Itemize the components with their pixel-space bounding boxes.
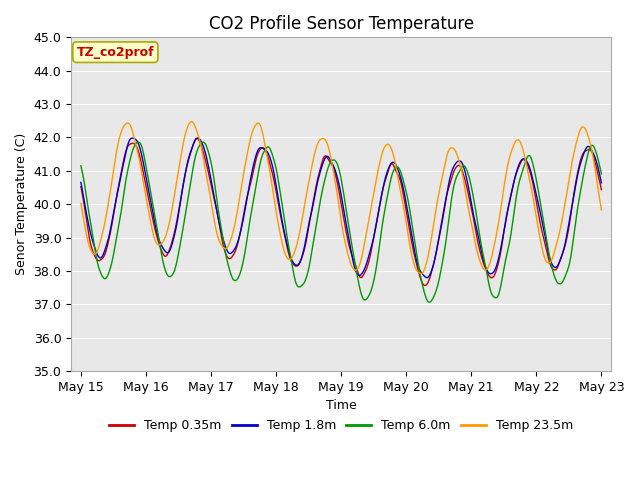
Temp 23.5m xyxy=(77,201,84,206)
Text: TZ_co2prof: TZ_co2prof xyxy=(77,46,154,59)
Line: Temp 6.0m: Temp 6.0m xyxy=(81,142,602,302)
Temp 23.5m xyxy=(410,258,417,264)
Line: Temp 23.5m: Temp 23.5m xyxy=(81,121,602,274)
Temp 0.35m xyxy=(380,182,388,188)
Temp 6.0m xyxy=(77,163,84,169)
Temp 1.8m xyxy=(194,135,202,141)
Y-axis label: Senor Temperature (C): Senor Temperature (C) xyxy=(15,133,28,276)
Temp 6.0m xyxy=(394,164,401,170)
Temp 1.8m xyxy=(394,166,401,171)
Temp 1.8m xyxy=(423,275,431,280)
Temp 23.5m xyxy=(188,119,195,124)
Temp 1.8m xyxy=(109,214,116,219)
Temp 23.5m xyxy=(380,146,388,152)
Temp 1.8m xyxy=(380,182,388,188)
Temp 6.0m xyxy=(473,216,481,221)
Temp 6.0m xyxy=(426,300,433,305)
Temp 6.0m xyxy=(527,154,534,159)
Temp 23.5m xyxy=(394,172,401,178)
Temp 6.0m xyxy=(109,255,116,261)
Line: Temp 1.8m: Temp 1.8m xyxy=(81,138,602,277)
Legend: Temp 0.35m, Temp 1.8m, Temp 6.0m, Temp 23.5m: Temp 0.35m, Temp 1.8m, Temp 6.0m, Temp 2… xyxy=(104,414,578,437)
Line: Temp 0.35m: Temp 0.35m xyxy=(81,138,602,286)
Temp 23.5m xyxy=(417,271,425,276)
X-axis label: Time: Time xyxy=(326,399,356,412)
Temp 1.8m xyxy=(77,180,84,185)
Temp 23.5m xyxy=(527,181,534,187)
Temp 6.0m xyxy=(200,139,207,145)
Temp 1.8m xyxy=(410,240,417,246)
Temp 23.5m xyxy=(473,248,481,254)
Temp 0.35m xyxy=(410,246,417,252)
Temp 0.35m xyxy=(473,235,481,240)
Temp 1.8m xyxy=(473,228,481,233)
Title: CO2 Profile Sensor Temperature: CO2 Profile Sensor Temperature xyxy=(209,15,474,33)
Temp 0.35m xyxy=(527,170,534,176)
Temp 6.0m xyxy=(598,171,605,177)
Temp 0.35m xyxy=(77,184,84,190)
Temp 23.5m xyxy=(109,172,116,178)
Temp 6.0m xyxy=(410,228,417,234)
Temp 6.0m xyxy=(380,213,388,218)
Temp 1.8m xyxy=(527,167,534,173)
Temp 0.35m xyxy=(421,283,429,288)
Temp 0.35m xyxy=(193,135,201,141)
Temp 0.35m xyxy=(598,187,605,192)
Temp 0.35m xyxy=(394,171,401,177)
Temp 1.8m xyxy=(598,180,605,186)
Temp 23.5m xyxy=(598,207,605,213)
Temp 0.35m xyxy=(109,216,116,222)
